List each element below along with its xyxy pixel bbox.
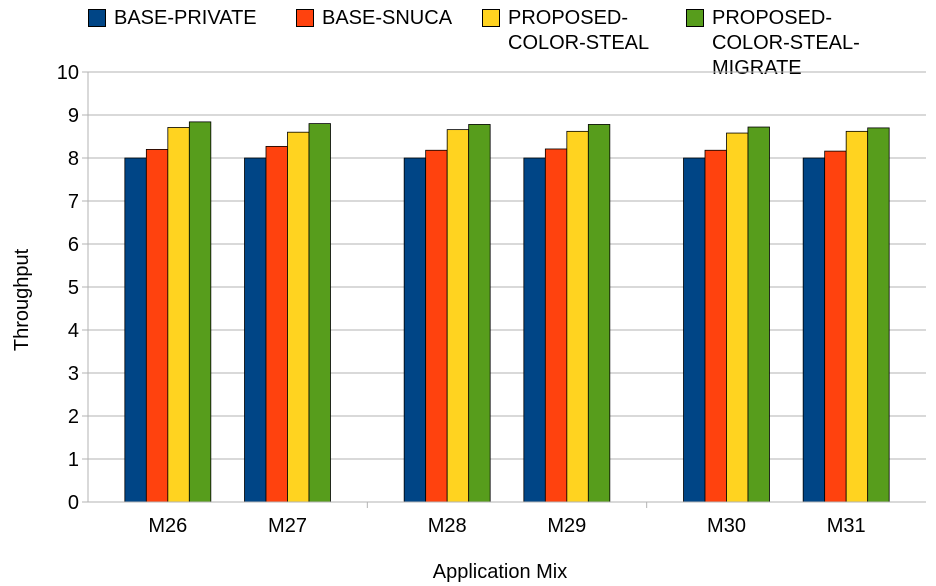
bar-base-private-m26 [124, 157, 147, 503]
bar-proposed-color-steal-m26 [167, 127, 190, 503]
legend-label-proposed-color-steal: PROPOSED- COLOR-STEAL [508, 7, 650, 54]
legend-label-base-private: BASE-PRIVATE [114, 7, 257, 29]
bar-proposed-color-steal-m29 [566, 130, 589, 503]
bar-base-snuca-m29 [544, 148, 568, 503]
x-tick-label-m31: M31 [827, 515, 866, 537]
x-axis-label: Application Mix [433, 561, 568, 583]
bar-proposed-color-steal-migrate-m28 [468, 124, 491, 503]
legend: BASE-PRIVATE BASE-SNUCA PROPOSED- COLOR-… [88, 6, 928, 96]
bar-proposed-color-steal-migrate-m26 [188, 121, 212, 503]
y-tick-label: 0 [68, 492, 79, 514]
x-tick-label-m30: M30 [707, 515, 746, 537]
legend-swatch-base-snuca [296, 9, 314, 27]
bar-proposed-color-steal-m30 [726, 132, 749, 503]
x-tick-label-m27: M27 [268, 515, 307, 537]
bar-proposed-color-steal-migrate-m29 [587, 124, 611, 503]
bar-base-private-m30 [683, 157, 706, 503]
gridlines [88, 71, 926, 503]
y-tick-label: 5 [68, 277, 79, 299]
bar-proposed-color-steal-migrate-m27 [308, 123, 331, 503]
bar-base-snuca-m30 [704, 149, 727, 503]
y-tick-label: 1 [68, 449, 79, 471]
x-tick-label-m28: M28 [428, 515, 467, 537]
y-tick-label: 3 [68, 363, 79, 385]
bar-base-private-m31 [802, 157, 826, 503]
legend-label-base-snuca: BASE-SNUCA [322, 7, 453, 29]
bar-proposed-color-steal-m27 [287, 131, 310, 503]
y-tick-label: 8 [68, 148, 79, 170]
y-tick-labels: 0 1 2 3 4 5 6 7 8 9 10 [57, 62, 79, 514]
legend-label-proposed-color-steal-migrate: PROPOSED- COLOR-STEAL- MIGRATE [712, 7, 860, 79]
y-tick-label: 7 [68, 191, 79, 213]
y-tick-label: 9 [68, 105, 79, 127]
y-tick-label: 10 [57, 62, 79, 84]
y-tick-label: 2 [68, 406, 79, 428]
bar-proposed-color-steal-migrate-m30 [747, 126, 770, 503]
legend-item-proposed-color-steal-migrate: PROPOSED- COLOR-STEAL- MIGRATE [686, 6, 860, 81]
bars [124, 121, 890, 503]
x-tick-label-m26: M26 [148, 515, 187, 537]
y-tick-label: 6 [68, 234, 79, 256]
bar-proposed-color-steal-migrate-m31 [867, 127, 890, 503]
legend-swatch-proposed-color-steal-migrate [686, 9, 704, 27]
bar-base-snuca-m26 [145, 148, 169, 503]
bar-base-snuca-m27 [265, 145, 288, 503]
x-tick-labels: M26 M27 M28 M29 M30 M31 [148, 515, 865, 537]
legend-swatch-base-private [88, 9, 106, 27]
legend-item-proposed-color-steal: PROPOSED- COLOR-STEAL [482, 6, 649, 56]
bar-base-private-m29 [523, 157, 546, 503]
legend-item-base-private: BASE-PRIVATE [88, 6, 257, 31]
y-axis-label: Throughput [11, 248, 33, 351]
legend-item-base-snuca: BASE-SNUCA [296, 6, 452, 31]
axes [82, 71, 926, 508]
bar-base-private-m27 [244, 157, 267, 503]
y-tick-label: 4 [68, 320, 79, 342]
bar-proposed-color-steal-m28 [446, 129, 470, 503]
bar-proposed-color-steal-m31 [845, 130, 869, 503]
bar-base-snuca-m28 [425, 149, 448, 503]
x-tick-label-m29: M29 [547, 515, 586, 537]
bar-base-private-m28 [403, 157, 427, 503]
legend-swatch-proposed-color-steal [482, 9, 500, 27]
bar-base-snuca-m31 [824, 150, 847, 503]
